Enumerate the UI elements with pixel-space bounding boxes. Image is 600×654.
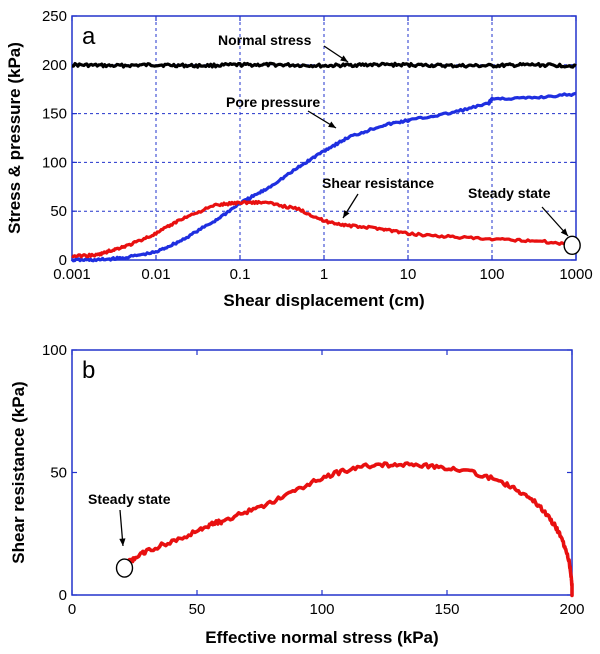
annotation-arrowhead — [560, 228, 568, 236]
x-axis-label: Effective normal stress (kPa) — [205, 628, 438, 647]
annotation-arrowhead — [340, 55, 348, 62]
steady-state-marker — [115, 558, 134, 578]
y-tick-label: 50 — [50, 203, 67, 220]
x-tick-label: 0 — [68, 601, 76, 618]
y-tick-label: 0 — [59, 252, 67, 269]
plot-frame — [71, 349, 573, 596]
x-axis-label: Shear displacement (cm) — [223, 291, 424, 310]
series-line-normal-stress — [71, 61, 577, 69]
y-tick-label: 250 — [42, 8, 67, 25]
annotation-arrowhead — [119, 538, 126, 546]
y-tick-label: 100 — [42, 342, 67, 359]
x-tick-label: 100 — [479, 266, 504, 283]
x-tick-label: 200 — [559, 601, 584, 618]
x-tick-label: 100 — [309, 601, 334, 618]
y-tick-label: 150 — [42, 106, 67, 123]
y-axis-label: Stress & pressure (kPa) — [5, 42, 24, 234]
y-axis-label: Shear resistance (kPa) — [9, 381, 28, 563]
y-tick-label: 50 — [50, 465, 67, 482]
x-tick-label: 150 — [434, 601, 459, 618]
panel-b: 0 50 100 150 200 0 50 100 Effective normal stres… — [9, 342, 585, 647]
y-tick-label: 100 — [42, 154, 67, 171]
x-tick-label: 50 — [189, 601, 206, 618]
annotation-label: Normal stress — [218, 32, 312, 48]
x-tick-label: 1000 — [559, 266, 592, 283]
x-tick-label: 0.1 — [230, 266, 251, 283]
annotation-arrowhead — [343, 210, 350, 218]
series-line-shear-resistance-path — [122, 461, 574, 598]
steady-state-marker — [563, 235, 581, 256]
x-tick-label: 10 — [400, 266, 417, 283]
x-tick-label: 0.001 — [53, 266, 91, 283]
y-tick-label: 0 — [59, 587, 67, 604]
series-line-pore-pressure — [70, 91, 577, 263]
panel-a: 0.001 0.01 0.1 1 10 100 1000 0 50 100 150 200 250 She… — [5, 8, 593, 310]
annotation-label: Steady state — [468, 185, 551, 201]
annotation-label: Pore pressure — [226, 94, 320, 110]
x-tick-label: 1 — [320, 266, 328, 283]
series-line-shear-resistance — [71, 200, 574, 259]
annotation-arrowhead — [328, 121, 336, 128]
annotation-label: Steady state — [88, 491, 171, 507]
panel-label: b — [82, 357, 95, 384]
panel-label: a — [82, 23, 96, 50]
x-tick-label: 0.01 — [141, 266, 170, 283]
y-tick-label: 200 — [42, 57, 67, 74]
annotation-label: Shear resistance — [322, 175, 434, 191]
